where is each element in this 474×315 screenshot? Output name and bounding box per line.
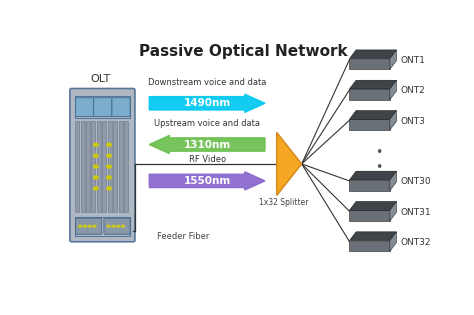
Circle shape xyxy=(79,225,82,227)
Polygon shape xyxy=(390,171,396,191)
Polygon shape xyxy=(349,232,396,241)
FancyBboxPatch shape xyxy=(112,98,130,117)
Text: Feeder Fiber: Feeder Fiber xyxy=(156,232,209,241)
Circle shape xyxy=(93,143,98,146)
Bar xyxy=(81,121,84,212)
Text: 1490nm: 1490nm xyxy=(183,98,231,108)
Circle shape xyxy=(83,225,86,227)
FancyArrow shape xyxy=(149,172,265,190)
Text: ONT2: ONT2 xyxy=(401,86,426,95)
Polygon shape xyxy=(277,132,301,195)
Text: 1x32 Splitter: 1x32 Splitter xyxy=(259,198,309,207)
Bar xyxy=(113,121,118,212)
FancyBboxPatch shape xyxy=(75,216,130,236)
Bar xyxy=(86,121,90,212)
Circle shape xyxy=(121,225,125,227)
Text: 1550nm: 1550nm xyxy=(183,176,231,186)
Circle shape xyxy=(107,165,111,168)
Circle shape xyxy=(93,154,98,157)
Text: Passive Optical Network: Passive Optical Network xyxy=(138,44,347,59)
Bar xyxy=(349,119,390,130)
Bar xyxy=(349,210,390,221)
Circle shape xyxy=(88,225,91,227)
Polygon shape xyxy=(390,232,396,251)
Bar xyxy=(349,180,390,191)
Polygon shape xyxy=(390,50,396,69)
Circle shape xyxy=(117,225,119,227)
Text: OLT: OLT xyxy=(90,74,110,84)
Polygon shape xyxy=(349,171,396,180)
Circle shape xyxy=(112,225,115,227)
Polygon shape xyxy=(349,202,396,210)
Text: ONT31: ONT31 xyxy=(401,208,431,217)
Text: RF Video: RF Video xyxy=(189,155,226,164)
Text: 1310nm: 1310nm xyxy=(183,140,231,150)
Bar xyxy=(124,121,128,212)
Polygon shape xyxy=(349,50,396,59)
Text: •
•: • • xyxy=(375,146,383,174)
Bar xyxy=(97,121,101,212)
FancyArrow shape xyxy=(149,94,265,112)
Circle shape xyxy=(107,154,111,157)
Circle shape xyxy=(93,225,96,227)
Bar xyxy=(75,121,79,212)
Text: ONT3: ONT3 xyxy=(401,117,426,126)
Text: Downstream voice and data: Downstream voice and data xyxy=(148,78,266,87)
Bar xyxy=(349,241,390,251)
FancyBboxPatch shape xyxy=(104,218,130,234)
Polygon shape xyxy=(390,80,396,100)
Text: ONT32: ONT32 xyxy=(401,238,431,247)
Bar xyxy=(349,59,390,69)
Polygon shape xyxy=(390,111,396,130)
Circle shape xyxy=(107,187,111,190)
Bar xyxy=(102,121,107,212)
Circle shape xyxy=(93,187,98,190)
Circle shape xyxy=(107,176,111,179)
Circle shape xyxy=(107,143,111,146)
Bar xyxy=(349,89,390,100)
Bar xyxy=(91,121,95,212)
Polygon shape xyxy=(390,202,396,221)
FancyArrow shape xyxy=(149,135,265,154)
Circle shape xyxy=(107,225,110,227)
Text: Upstream voice and data: Upstream voice and data xyxy=(154,119,260,128)
Polygon shape xyxy=(349,111,396,119)
Circle shape xyxy=(93,176,98,179)
FancyBboxPatch shape xyxy=(94,98,112,117)
FancyBboxPatch shape xyxy=(75,98,94,117)
Text: ONT1: ONT1 xyxy=(401,56,426,65)
Text: ONT30: ONT30 xyxy=(401,177,431,186)
Polygon shape xyxy=(349,80,396,89)
FancyBboxPatch shape xyxy=(75,218,102,234)
FancyBboxPatch shape xyxy=(70,89,135,242)
Bar xyxy=(108,121,112,212)
Circle shape xyxy=(93,165,98,168)
FancyBboxPatch shape xyxy=(75,96,130,118)
Bar xyxy=(119,121,123,212)
